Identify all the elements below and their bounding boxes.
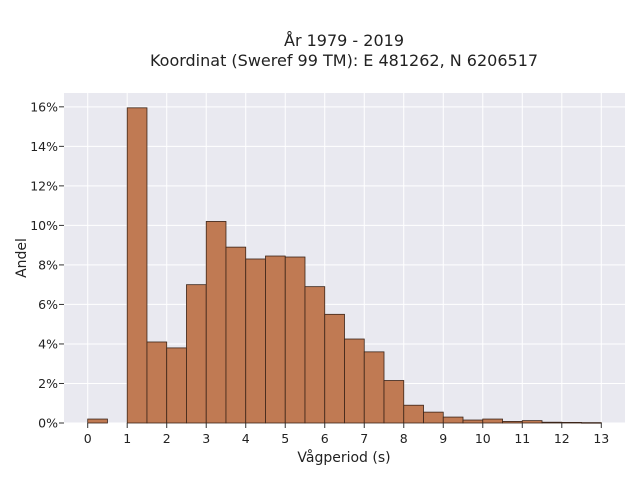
x-tick-label: 8 (400, 431, 408, 446)
x-axis-ticks: 0 1 2 3 4 5 6 7 8 9 10 11 12 13 (84, 423, 609, 446)
histogram-bar (561, 422, 582, 424)
y-tick-label: 14% (30, 139, 58, 154)
y-tick-label: 4% (38, 336, 58, 351)
histogram-bar (304, 286, 326, 424)
histogram-bar (284, 256, 306, 424)
histogram-bar (344, 338, 365, 424)
y-tick-label: 8% (38, 257, 58, 272)
histogram-bar (462, 419, 484, 424)
histogram-bar (324, 313, 345, 424)
chart-title-line1: År 1979 - 2019 (284, 31, 404, 50)
histogram-bar (521, 420, 543, 424)
histogram-bar (482, 418, 503, 424)
histogram-bar (541, 421, 563, 424)
x-tick-label: 9 (439, 431, 447, 446)
x-tick-label: 0 (84, 431, 92, 446)
y-tick-label: 16% (30, 99, 58, 114)
x-axis-label: Vågperiod (s) (297, 449, 390, 466)
histogram-bar (581, 422, 602, 424)
y-axis-ticks: 0% 2% 4% 6% 8% 10% 12% 14% 16% (30, 99, 64, 431)
histogram-bar (265, 255, 286, 424)
histogram-bar (403, 404, 424, 424)
histogram-bars (87, 107, 602, 424)
x-tick-label: 13 (593, 431, 609, 446)
histogram-bar (245, 258, 266, 424)
histogram-bar (186, 284, 207, 424)
histogram-bar (225, 246, 247, 424)
y-axis-label: Andel (14, 238, 30, 278)
x-tick-label: 5 (281, 431, 289, 446)
histogram-bar (502, 421, 523, 424)
histogram-bar (363, 351, 385, 424)
histogram-bar (166, 347, 187, 424)
y-tick-label: 0% (38, 416, 58, 431)
histogram-bar (146, 341, 168, 424)
chart-title-line2: Koordinat (Sweref 99 TM): E 481262, N 62… (150, 51, 538, 70)
histogram-bar (383, 380, 405, 424)
x-tick-label: 12 (554, 431, 570, 446)
y-tick-label: 6% (38, 297, 58, 312)
histogram-bar (87, 418, 108, 424)
histogram-bar (126, 107, 148, 424)
x-tick-label: 4 (242, 431, 250, 446)
y-tick-label: 2% (38, 376, 58, 391)
histogram-bar (423, 411, 444, 424)
y-tick-label: 12% (30, 178, 58, 193)
y-tick-label: 10% (30, 218, 58, 233)
x-tick-label: 7 (360, 431, 368, 446)
x-tick-label: 6 (321, 431, 329, 446)
x-tick-label: 2 (163, 431, 171, 446)
histogram-bar (442, 416, 464, 424)
x-tick-label: 1 (123, 431, 131, 446)
x-tick-label: 10 (475, 431, 491, 446)
x-tick-label: 11 (514, 431, 530, 446)
histogram-bar (205, 221, 227, 424)
x-tick-label: 3 (202, 431, 210, 446)
